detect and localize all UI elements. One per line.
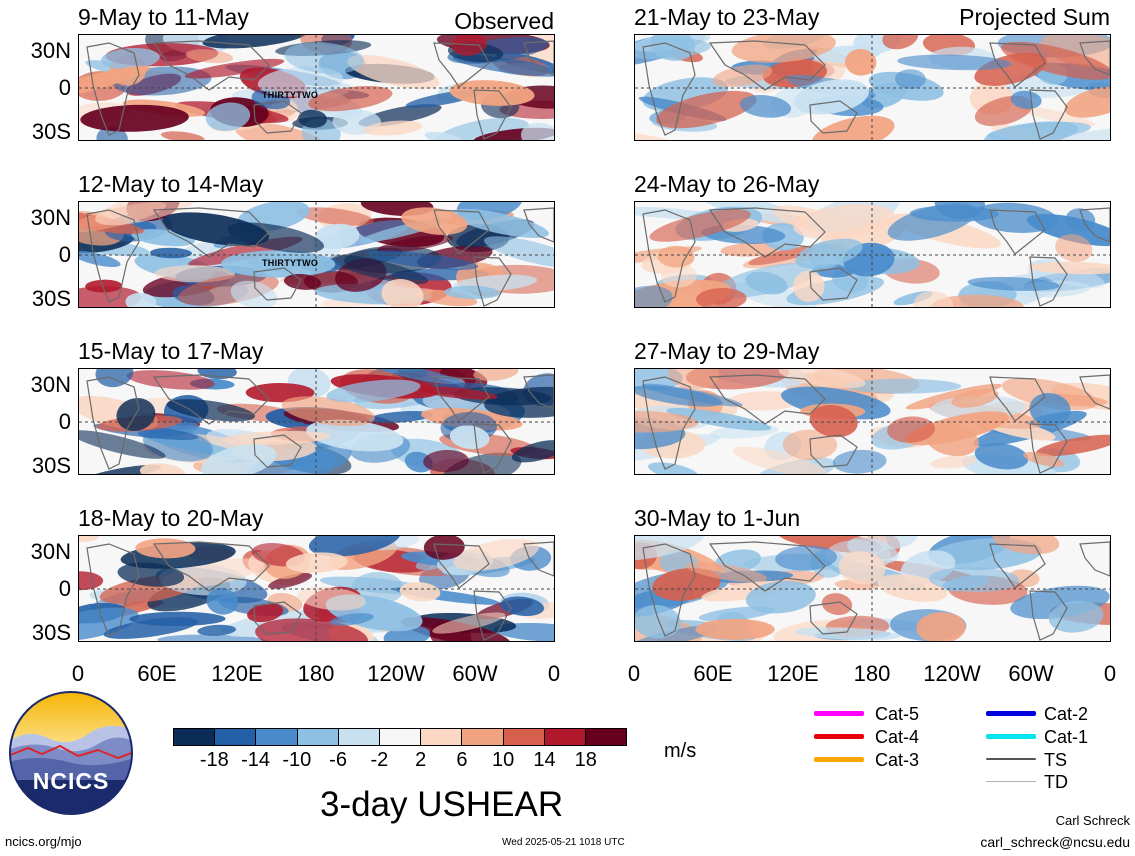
lat-label-30s: 30S xyxy=(31,620,71,645)
panel-title-obs-2: 12-May to 14-May xyxy=(78,171,264,197)
lon-label: 120W xyxy=(367,661,425,686)
colorbar-swatch xyxy=(420,729,462,745)
map-obs-3 xyxy=(78,368,555,475)
panel-title-proj-4: 30-May to 1-Jun xyxy=(634,505,801,531)
legend-swatch-td xyxy=(986,781,1036,782)
colorbar-swatch xyxy=(378,729,421,745)
colorbar-label: -18 xyxy=(199,749,229,771)
colorbar-swatch xyxy=(502,729,544,745)
map-obs-1 xyxy=(78,34,555,141)
colorbar-swatch xyxy=(543,729,585,745)
legend-label-cat5: Cat-5 xyxy=(875,704,920,724)
map-obs-4 xyxy=(78,535,555,642)
legend-swatch-cat2 xyxy=(986,711,1036,716)
lon-label: 120W xyxy=(923,661,981,686)
lat-label-30n: 30N xyxy=(30,205,71,230)
colorbar-swatch xyxy=(461,729,503,745)
lon-label: 120E xyxy=(211,661,263,686)
colorbar-swatch xyxy=(584,729,627,745)
map-proj-1 xyxy=(634,34,1111,141)
legend-label-cat2: Cat-2 xyxy=(1044,704,1089,724)
colorbar-swatch xyxy=(296,729,338,745)
legend-label-cat4: Cat-4 xyxy=(875,727,920,747)
lat-label-eq: 0 xyxy=(58,75,71,100)
colorbar-swatch xyxy=(174,729,215,745)
storm-label: THIRTYTWO xyxy=(262,90,319,100)
panel-title-obs-1: 9-May to 11-May xyxy=(78,4,249,30)
colorbar-label: 18 xyxy=(574,749,597,771)
map-obs-2 xyxy=(78,201,555,308)
lat-label-eq: 0 xyxy=(58,242,71,267)
unit-label: m/s xyxy=(664,740,697,762)
projected-header: Projected Sum xyxy=(959,4,1110,30)
colorbar-label: -6 xyxy=(329,749,347,771)
lat-label-30s: 30S xyxy=(31,286,71,311)
panel-title-proj-2: 24-May to 26-May xyxy=(634,171,820,197)
lon-label: 60W xyxy=(1008,661,1054,686)
lon-label: 0 xyxy=(71,661,85,686)
footer-author: Carl Schreck xyxy=(1055,813,1130,828)
colorbar-label: -14 xyxy=(241,749,270,771)
lat-label-30n: 30N xyxy=(30,38,71,63)
lon-label: 0 xyxy=(1103,661,1117,686)
panel-title-obs-4: 18-May to 20-May xyxy=(78,505,264,531)
lon-label: 180 xyxy=(853,661,891,686)
map-proj-3 xyxy=(634,368,1111,475)
map-proj-4 xyxy=(634,535,1111,642)
colorbar-swatch xyxy=(214,729,256,745)
lon-label: 60E xyxy=(693,661,733,686)
ncics-logo xyxy=(9,691,133,815)
legend-label-cat1: Cat-1 xyxy=(1044,727,1089,747)
colorbar-swatch xyxy=(337,729,379,745)
panel-title-proj-3: 27-May to 29-May xyxy=(634,338,820,364)
lat-label-eq: 0 xyxy=(58,576,71,601)
colorbar-label: 2 xyxy=(415,749,427,771)
panel-title-obs-3: 15-May to 17-May xyxy=(78,338,264,364)
lat-label-30s: 30S xyxy=(31,119,71,144)
lon-label: 0 xyxy=(627,661,641,686)
colorbar-label: -2 xyxy=(370,749,389,771)
chart-title: 3-day USHEAR xyxy=(320,785,564,824)
legend-swatch-cat4 xyxy=(814,734,864,739)
storm-label: THIRTYTWO xyxy=(262,258,319,268)
lon-label: 0 xyxy=(547,661,561,686)
lat-label-30n: 30N xyxy=(30,372,71,397)
lat-label-eq: 0 xyxy=(58,409,71,434)
legend-label-td: TD xyxy=(1044,772,1068,792)
lon-label: 120E xyxy=(767,661,819,686)
legend-swatch-cat1 xyxy=(986,734,1036,739)
colorbar-label: 6 xyxy=(456,749,468,771)
lon-label: 180 xyxy=(297,661,335,686)
legend-swatch-ts xyxy=(986,758,1036,760)
colorbar-label: 14 xyxy=(533,749,556,771)
footer-email[interactable]: carl_schreck@ncsu.edu xyxy=(980,834,1130,850)
logo-text: NCICS xyxy=(32,768,110,794)
panel-title-proj-1: 21-May to 23-May xyxy=(634,4,820,30)
legend-label-ts: TS xyxy=(1044,750,1068,770)
footer-url[interactable]: ncics.org/mjo xyxy=(5,834,82,849)
map-proj-2 xyxy=(634,201,1111,308)
legend-swatch-cat5 xyxy=(814,711,864,716)
lat-label-30n: 30N xyxy=(30,539,71,564)
lon-label: 60W xyxy=(452,661,498,686)
colorbar-label: -10 xyxy=(282,749,312,771)
colorbar xyxy=(173,728,627,746)
colorbar-label: 10 xyxy=(492,749,515,771)
legend-swatch-cat3 xyxy=(814,757,864,762)
footer-timestamp: Wed 2025-05-21 1018 UTC xyxy=(502,837,625,848)
lon-label: 60E xyxy=(137,661,177,686)
lat-label-30s: 30S xyxy=(31,453,71,478)
observed-header: Observed xyxy=(454,8,554,34)
colorbar-swatch xyxy=(255,729,297,745)
legend-label-cat3: Cat-3 xyxy=(875,750,920,770)
